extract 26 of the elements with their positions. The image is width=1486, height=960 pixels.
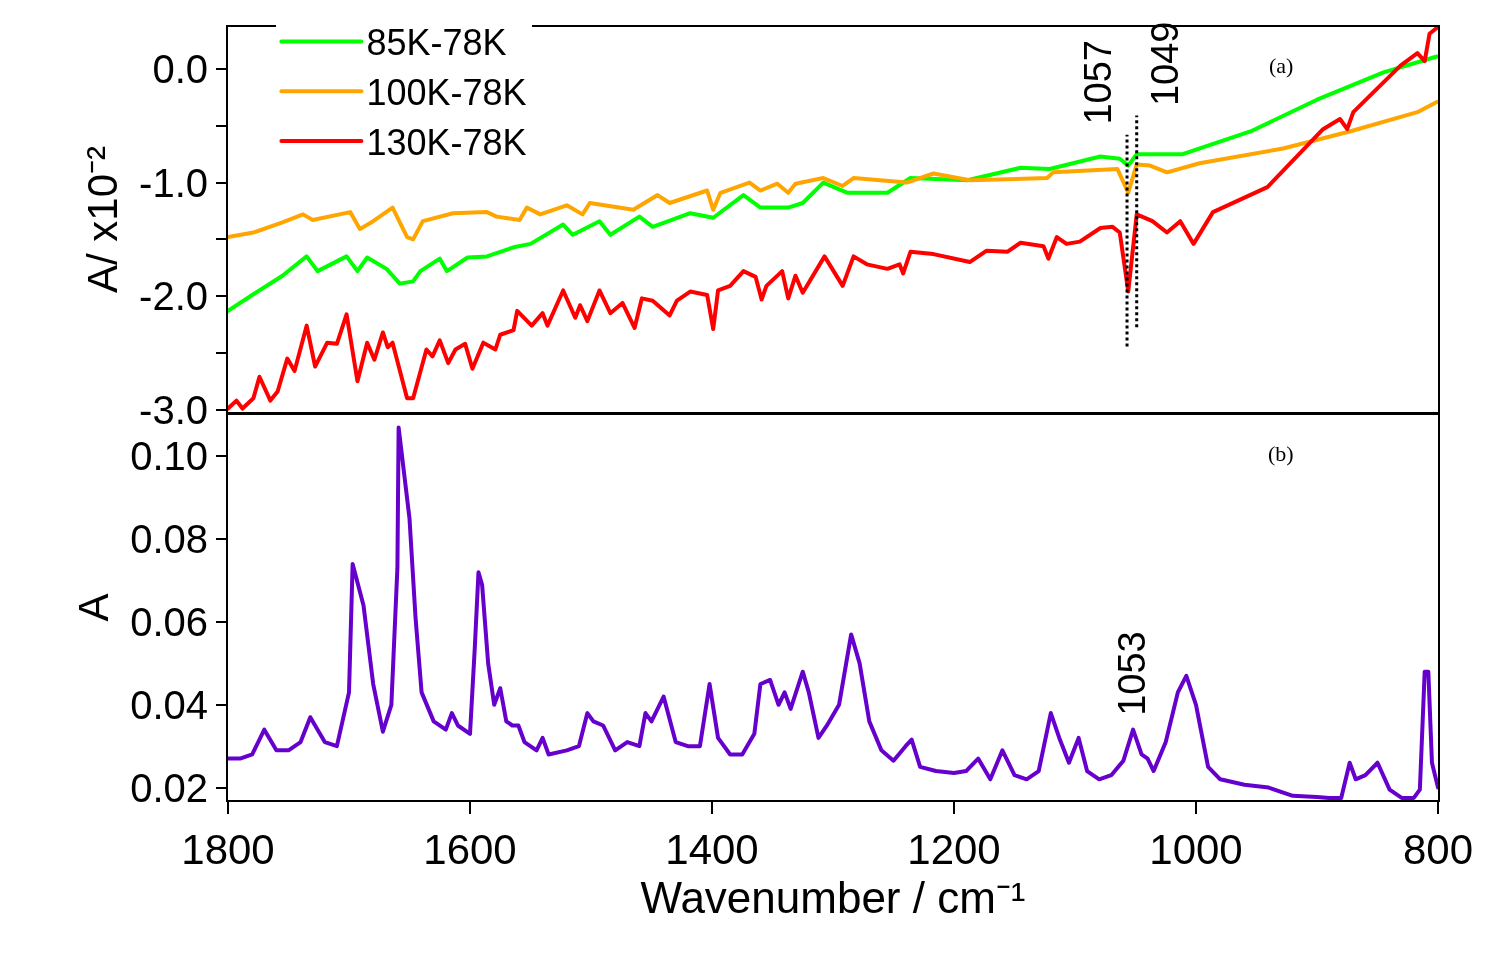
y-axis-title: A/ x10⁻²	[79, 145, 127, 294]
x-tick-label: 800	[1402, 826, 1474, 874]
y-tick-label: -2.0	[139, 274, 208, 319]
y-tick-label: 0.0	[152, 47, 208, 92]
line-series	[228, 425, 1438, 800]
legend-label: 85K-78K	[366, 22, 507, 64]
legend-label: 100K-78K	[366, 72, 527, 114]
x-tick-label: 1000	[1149, 826, 1243, 874]
y-axis-title: A	[70, 593, 118, 622]
y-tick-label: -1.0	[139, 160, 208, 205]
y-tick-label: -3.0	[139, 387, 208, 432]
x-tick-label: 1200	[907, 826, 1001, 874]
y-tick-label: 0.02	[130, 765, 208, 810]
x-tick-label: 1400	[665, 826, 759, 874]
y-tick-label: 0.04	[130, 682, 208, 727]
x-tick-label: 1800	[181, 826, 275, 874]
annotation: 1053	[1110, 631, 1153, 716]
x-tick-label: 1600	[423, 826, 517, 874]
y-tick-label: 0.10	[130, 434, 208, 479]
y-tick-label: 0.06	[130, 600, 208, 645]
y-tick-label: 0.08	[130, 517, 208, 562]
ref-line-label: 1057	[1077, 40, 1120, 125]
annotation: (b)	[1268, 441, 1294, 466]
legend-label: 130K-78K	[366, 122, 527, 164]
annotation: (a)	[1269, 53, 1294, 78]
x-axis-title: Wavenumber / cm⁻¹	[640, 873, 1026, 923]
